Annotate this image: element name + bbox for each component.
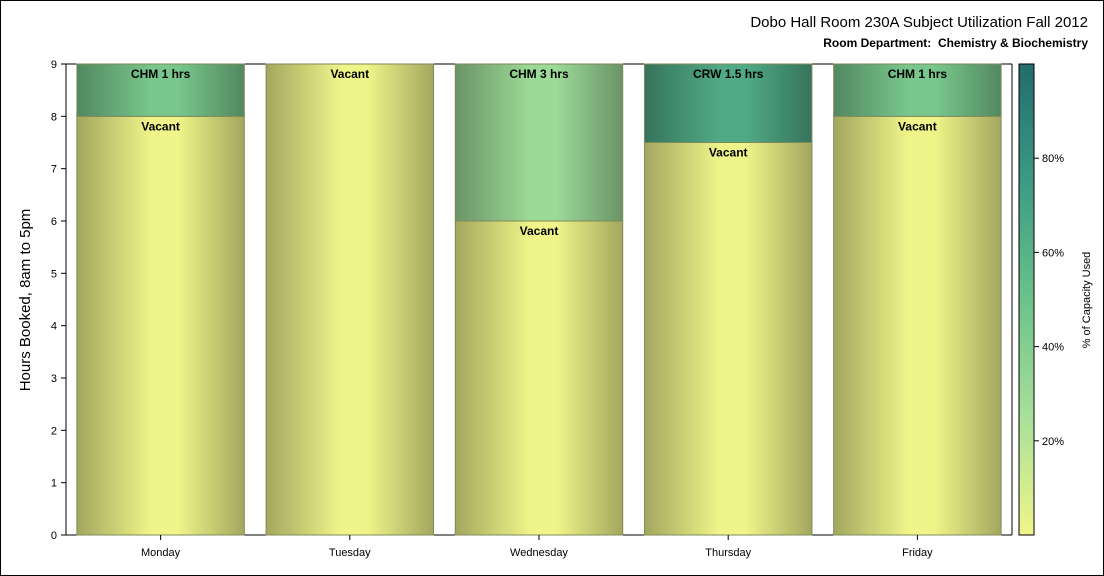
y-tick-label: 1 bbox=[51, 478, 57, 490]
x-tick-label: Thursday bbox=[705, 547, 751, 559]
bar-segment bbox=[833, 115, 1002, 536]
y-axis-label: Hours Booked, 8am to 5pm bbox=[17, 209, 34, 392]
bar-segment bbox=[454, 63, 624, 222]
chart-subtitle: Room Department: Chemistry & Biochemistr… bbox=[823, 36, 1088, 50]
bar-segment-label: CHM 1 hrs bbox=[888, 67, 948, 81]
bar-segment-label: CHM 1 hrs bbox=[131, 67, 191, 81]
x-tick-label: Wednesday bbox=[510, 547, 568, 559]
x-tick-label: Monday bbox=[141, 547, 181, 559]
colorbar-legend: 20% 40% 60% 80% bbox=[1018, 63, 1064, 536]
bar-segment bbox=[454, 220, 624, 536]
bar-segment-label: Vacant bbox=[709, 146, 748, 160]
y-tick-label: 7 bbox=[51, 164, 57, 176]
colorbar-tick-label: 60% bbox=[1042, 247, 1064, 259]
bar-segment-label: Vacant bbox=[898, 119, 937, 133]
bar-segment bbox=[76, 115, 245, 536]
x-tick-label: Tuesday bbox=[329, 547, 371, 559]
bar-segment bbox=[76, 63, 245, 117]
y-tick-label: 2 bbox=[51, 425, 57, 437]
bar-segment-label: CRW 1.5 hrs bbox=[693, 67, 764, 81]
y-tick-label: 0 bbox=[51, 530, 57, 542]
y-tick-label: 3 bbox=[51, 373, 57, 385]
y-tick-label: 9 bbox=[51, 59, 57, 71]
colorbar-tick-label: 20% bbox=[1042, 436, 1064, 448]
y-tick-label: 4 bbox=[51, 321, 57, 333]
x-tick-label: Friday bbox=[902, 547, 933, 559]
bar-segment bbox=[643, 63, 813, 143]
colorbar-tick-label: 80% bbox=[1042, 153, 1064, 165]
colorbar-tick-label: 40% bbox=[1042, 342, 1064, 354]
plot-area: 0 1 2 3 4 5 6 7 8 9 Vacant CHM 1 hrs Monday Vacant Tue… bbox=[51, 59, 1013, 559]
bar-segment-label: CHM 3 hrs bbox=[509, 67, 569, 81]
y-tick-label: 5 bbox=[51, 268, 57, 280]
chart-title: Dobo Hall Room 230A Subject Utilization … bbox=[750, 14, 1088, 31]
y-tick-label: 6 bbox=[51, 216, 57, 228]
bar-segment bbox=[265, 63, 435, 536]
bar-segment bbox=[643, 142, 813, 536]
bar-segment-label: Vacant bbox=[330, 67, 369, 81]
colorbar-ramp bbox=[1018, 63, 1035, 536]
bar-segment-label: Vacant bbox=[520, 224, 559, 238]
bar-segment bbox=[833, 63, 1002, 117]
bar-segment-label: Vacant bbox=[141, 119, 180, 133]
y-tick-label: 8 bbox=[51, 111, 57, 123]
colorbar-title: % of Capacity Used bbox=[1081, 252, 1093, 349]
